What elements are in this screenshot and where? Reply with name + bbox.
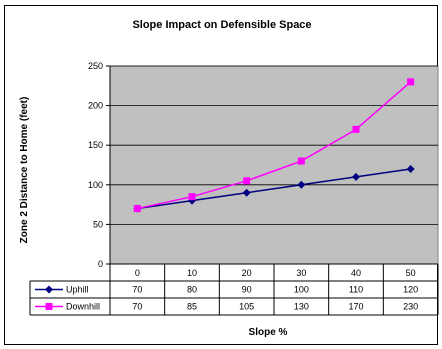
data-point-uphill: [406, 164, 415, 173]
data-point-downhill: [352, 125, 360, 133]
data-point-downhill: [243, 177, 251, 185]
y-tick-label: 200: [88, 101, 103, 111]
y-tick-label: 150: [88, 140, 103, 150]
data-point-downhill: [133, 205, 141, 213]
data-label-downhill: 85: [187, 302, 197, 312]
data-point-uphill: [242, 188, 251, 197]
x-category-label: 30: [296, 268, 306, 278]
data-label-uphill: 80: [187, 285, 197, 295]
plot-background: [109, 65, 439, 265]
data-label-uphill: 100: [294, 285, 309, 295]
chart-title: Slope Impact on Defensible Space: [132, 19, 311, 31]
chart-frame: Slope Impact on Defensible Space Zone 2 …: [4, 5, 439, 345]
legend-label-uphill: Uphill: [66, 285, 89, 295]
y-tick-label: 50: [93, 219, 103, 229]
data-label-uphill: 90: [242, 285, 252, 295]
data-point-uphill: [352, 172, 360, 181]
data-label-downhill: 130: [294, 302, 309, 312]
y-axis-title: Zone 2 Distance to Home (feet): [19, 97, 30, 244]
legend-marker-downhill: [45, 303, 53, 310]
data-label-downhill: 170: [348, 302, 363, 312]
x-category-label: 20: [242, 268, 252, 278]
y-tick-label: 0: [98, 259, 103, 269]
data-label-uphill: 120: [403, 285, 418, 295]
series-line-uphill: [137, 168, 411, 210]
plot-area: 0 50 100 150 200 250: [88, 61, 439, 269]
data-label-downhill: 70: [132, 302, 142, 312]
legend-label-downhill: Downhill: [66, 302, 100, 312]
x-category-label: 40: [351, 268, 361, 278]
data-label-downhill: 105: [239, 302, 254, 312]
data-label-uphill: 70: [132, 285, 142, 295]
x-category-label: 50: [406, 268, 416, 278]
line-chart: Slope Impact on Defensible Space Zone 2 …: [19, 19, 439, 338]
data-point-uphill: [297, 180, 306, 189]
data-point-downhill: [407, 78, 415, 86]
series-line-downhill: [137, 81, 412, 210]
data-point-downhill: [188, 193, 196, 201]
y-tick-label: 250: [88, 61, 103, 71]
x-category-label: 10: [187, 268, 197, 278]
data-label-downhill: 230: [403, 302, 418, 312]
y-tick-label: 100: [88, 180, 103, 190]
data-table: 0 10 20 30 40 50 Uphill 70 80 90 100 110 120 Downhill…: [29, 263, 439, 316]
data-label-uphill: 110: [349, 285, 363, 295]
x-category-label: 0: [135, 268, 140, 278]
x-axis-title: Slope %: [249, 327, 288, 338]
data-point-downhill: [297, 157, 305, 165]
legend-marker-uphill: [45, 285, 53, 294]
